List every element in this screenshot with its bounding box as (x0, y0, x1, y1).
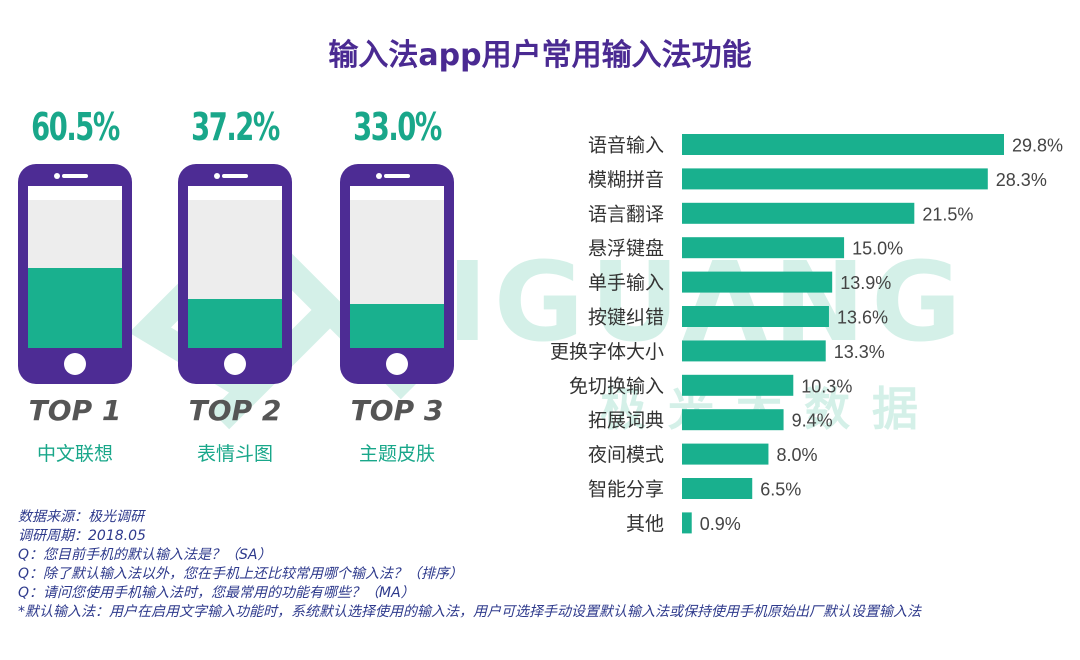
top-1-rank: TOP 1 (28, 394, 122, 427)
top-3-percent: 33.0% (353, 105, 442, 149)
phone-screen (350, 186, 444, 348)
phone-icon (340, 164, 454, 384)
note-q2: Q：除了默认输入法以外，您在手机上还比较常用哪个输入法？（排序） (18, 566, 464, 582)
top-1-percent: 60.5% (31, 105, 120, 149)
top-1-feature: 中文联想 (36, 443, 113, 465)
top-2-feature: 表情斗图 (196, 443, 273, 465)
footnotes: 数据来源：极光调研 调研周期：2018.05 Q：您目前手机的默认输入法是？（S… (18, 508, 921, 622)
top-item-3: 33.0% TOP 3 主题皮肤 (322, 95, 472, 466)
top-2-rank: TOP 2 (188, 394, 282, 427)
watermark-cn: 极光大数据 (600, 382, 940, 436)
camera-dot (376, 173, 382, 179)
top-item-1: 60.5% TOP 1 中文联想 (0, 95, 150, 466)
note-q3: Q：请问您使用手机输入法时，您最常用的功能有哪些？（MA） (18, 585, 415, 601)
speaker-slot (222, 174, 248, 178)
top-3-rank: TOP 3 (350, 394, 444, 427)
top-2-percent: 37.2% (191, 105, 280, 149)
watermark-text: JIGUANG (393, 238, 968, 366)
speaker-slot (384, 174, 410, 178)
phone-icon (178, 164, 292, 384)
note-definition: *默认输入法：用户在启用文字输入功能时，系统默认选择使用的输入法，用户可选择手动… (18, 604, 921, 620)
note-q1: Q：您目前手机的默认输入法是？（SA） (18, 547, 272, 563)
home-button-icon (224, 353, 246, 375)
camera-dot (214, 173, 220, 179)
screen-topbar (350, 186, 444, 200)
phone-icon (18, 164, 132, 384)
screen-topbar (188, 186, 282, 200)
home-button-icon (64, 353, 86, 375)
chart-title: 输入法app用户常用输入法功能 (328, 38, 752, 73)
phone-screen (28, 186, 122, 348)
note-source: 数据来源：极光调研 (18, 509, 144, 525)
speaker-slot (62, 174, 88, 178)
note-period: 调研周期：2018.05 (18, 528, 146, 544)
camera-dot (54, 173, 60, 179)
level-fill (188, 299, 282, 348)
level-fill (28, 268, 122, 348)
screen-topbar (28, 186, 122, 200)
top-item-2: 37.2% TOP 2 表情斗图 (160, 95, 310, 466)
level-fill (350, 304, 444, 348)
top-3-feature: 主题皮肤 (358, 443, 435, 465)
phone-screen (188, 186, 282, 348)
home-button-icon (386, 353, 408, 375)
